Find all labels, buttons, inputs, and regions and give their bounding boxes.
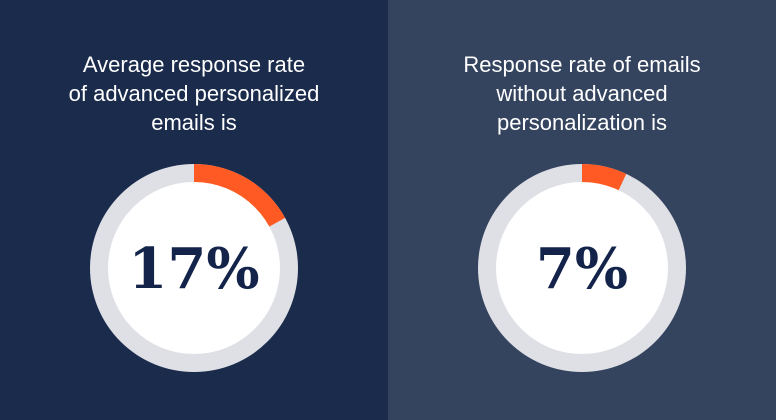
- value-label: 7%: [536, 236, 628, 302]
- ring-inner: [108, 182, 280, 354]
- caption-line: Average response rate: [82, 52, 306, 77]
- caption-line: of advanced personalized: [68, 81, 320, 106]
- donut-chart: 17%: [90, 164, 298, 372]
- panel-without-personalization: Response rate of emails without advanced…: [388, 0, 776, 420]
- value-label: 17%: [128, 236, 259, 302]
- caption-line: without advanced: [496, 81, 668, 106]
- ring-inner: [496, 182, 668, 354]
- caption-line: personalization is: [497, 110, 667, 135]
- caption: Response rate of emails without advanced…: [388, 50, 776, 137]
- caption: Average response rate of advanced person…: [0, 50, 388, 137]
- donut-chart: 7%: [478, 164, 686, 372]
- caption-line: Response rate of emails: [463, 52, 701, 77]
- caption-line: emails is: [151, 110, 237, 135]
- panel-advanced-personalized: Average response rate of advanced person…: [0, 0, 388, 420]
